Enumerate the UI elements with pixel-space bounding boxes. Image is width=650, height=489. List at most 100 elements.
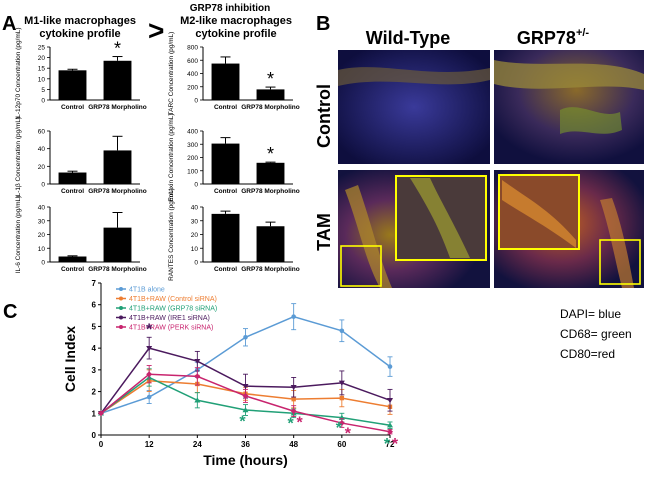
- data-point: [339, 395, 345, 401]
- y-tick-label: 20: [38, 232, 46, 239]
- legend-label: 4T1B alone: [129, 287, 165, 294]
- y-axis-label: RANTES Concentration (pg/mL): [168, 188, 175, 281]
- bar: [256, 89, 285, 100]
- data-point: [387, 428, 393, 435]
- data-point: [146, 394, 152, 400]
- x-tick-label: 12: [145, 440, 154, 449]
- category-label: GRP78 Morpholino: [88, 188, 147, 195]
- y-tick-label: 4: [92, 344, 97, 353]
- x-tick-label: 48: [289, 440, 298, 449]
- y-tick-label: 60: [38, 129, 46, 136]
- data-point: [194, 397, 201, 403]
- micrograph-grp78-tam: [494, 170, 644, 288]
- bar: [58, 172, 87, 184]
- significance-asterisk: *: [288, 416, 295, 433]
- y-tick-label: 20: [38, 55, 46, 62]
- x-tick-label: 24: [193, 440, 202, 449]
- data-point: [242, 383, 249, 390]
- panel-label-c: C: [3, 301, 17, 323]
- y-axis-label: IL-1β Concentration (pg/mL): [15, 117, 22, 198]
- y-tick-label: 400: [187, 71, 198, 78]
- y-tick-label: 0: [41, 260, 45, 267]
- significance-asterisk: *: [345, 425, 352, 442]
- column-grp78-label: GRP78+/-: [517, 27, 590, 48]
- y-tick-label: 200: [187, 84, 198, 91]
- x-tick-label: 72: [386, 440, 395, 449]
- legend-label: 4T1B+RAW (Control siRNA): [129, 296, 217, 303]
- legend-marker: [119, 296, 123, 301]
- y-tick-label: 10: [38, 76, 46, 83]
- y-tick-label: 0: [41, 182, 45, 189]
- significance-asterisk: *: [114, 39, 121, 59]
- wt-tam-roi: [340, 245, 382, 287]
- category-label: GRP78 Morpholino: [241, 266, 300, 273]
- data-point: [146, 371, 153, 378]
- y-tick-label: 200: [187, 155, 198, 162]
- legend-label: 4T1B+RAW (GRP78 siRNA): [129, 306, 217, 313]
- y-tick-label: 10: [191, 246, 199, 253]
- y-tick-label: 800: [187, 45, 198, 52]
- panel-label-b: B: [316, 13, 330, 35]
- y-tick-label: 0: [194, 260, 198, 267]
- y-tick-label: 15: [38, 66, 46, 73]
- data-point: [291, 396, 296, 402]
- legend-label: 4T1B+RAW (PERK siRNA): [129, 325, 213, 332]
- y-tick-label: 25: [38, 45, 46, 52]
- y-tick-label: 40: [38, 146, 46, 153]
- data-point: [242, 407, 249, 413]
- legend-marker: [119, 287, 123, 291]
- significance-asterisk: *: [146, 321, 153, 338]
- y-tick-label: 5: [92, 322, 97, 331]
- bar: [103, 227, 132, 262]
- grp78-inhibition-label: GRP78 inhibition: [190, 3, 271, 14]
- x-tick-label: 60: [337, 440, 346, 449]
- category-label: GRP78 Morpholino: [88, 266, 147, 273]
- bar: [58, 256, 87, 262]
- x-axis-label: Time (hours): [203, 452, 288, 468]
- bar: [256, 162, 285, 184]
- bar-chart-il1b: 0 20 40 60 IL-1β Concentration (pg/mL) Contro…: [15, 117, 147, 198]
- m1-title-line1: M1-like macrophages: [24, 15, 136, 27]
- y-tick-label: 10: [38, 246, 46, 253]
- stain-legend-cd80: CD80=red: [560, 347, 615, 361]
- legend-marker: [119, 306, 123, 310]
- category-label: GRP78 Morpholino: [88, 104, 147, 111]
- y-tick-label: 6: [92, 301, 97, 310]
- significance-asterisk: *: [392, 436, 399, 453]
- y-tick-label: 30: [191, 218, 199, 225]
- y-tick-label: 1: [92, 409, 97, 418]
- bar: [256, 226, 285, 262]
- comparator-symbol: >: [148, 15, 164, 46]
- y-tick-label: 5: [41, 87, 45, 94]
- bar: [103, 60, 132, 100]
- data-point: [242, 392, 249, 399]
- y-tick-label: 40: [191, 205, 199, 212]
- significance-asterisk: *: [336, 420, 343, 437]
- bar-chart-il6: 0 10 20 30 40 IL-6 Concentration (pg/mL) Contr…: [15, 196, 147, 274]
- data-point: [194, 358, 201, 365]
- data-point: [243, 334, 248, 340]
- y-tick-label: 2: [92, 388, 97, 397]
- row-control: Control: [314, 84, 334, 148]
- significance-asterisk: *: [384, 436, 391, 453]
- y-tick-label: 400: [187, 129, 198, 136]
- data-point: [387, 364, 393, 369]
- y-axis-label: TARC Concentration (pg/mL): [168, 32, 175, 116]
- y-tick-label: 3: [92, 366, 97, 375]
- legend-marker: [119, 325, 123, 329]
- y-axis-label: IL-12p70 Concentration (pg/mL): [15, 27, 22, 119]
- data-point: [98, 410, 104, 417]
- data-point: [339, 328, 345, 334]
- y-tick-label: 600: [187, 58, 198, 65]
- data-point: [290, 385, 297, 391]
- column-wild-type: Wild-Type: [366, 28, 451, 48]
- data-point: [387, 398, 393, 404]
- y-tick-label: 7: [92, 279, 97, 288]
- x-tick-label: 0: [99, 440, 104, 449]
- bar-chart-rantes: 0 10 20 30 40 RANTES Concentration (pg/mL) Con…: [168, 188, 300, 281]
- significance-asterisk: *: [297, 415, 304, 432]
- y-tick-label: 100: [187, 168, 198, 175]
- panel-label-a: A: [2, 13, 16, 35]
- y-tick-label: 0: [92, 431, 97, 440]
